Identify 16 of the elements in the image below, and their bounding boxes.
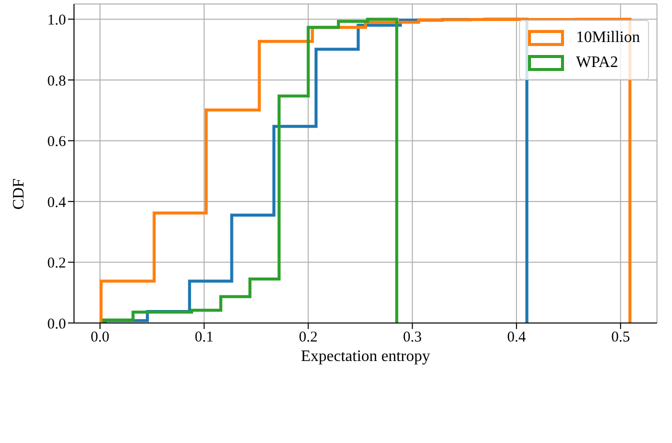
y-tick-label: 0.8 [47,73,66,90]
y-axis-title: CDF [10,178,29,210]
legend-label: 10Million [576,28,640,46]
x-tick-label: 0.5 [611,330,630,346]
y-tick-label: 0.6 [47,134,66,150]
y-tick-label: 1.0 [47,12,66,29]
y-tick-label: 0.0 [47,316,66,332]
y-tick-label: 0.4 [47,194,66,211]
x-tick-label: 0.2 [298,330,318,346]
x-tick-label: 0.4 [507,330,526,346]
y-tick-label: 0.2 [47,256,66,272]
legend-label: WPA2 [576,54,618,72]
x-tick-label: 0.3 [402,330,422,346]
x-tick-label: 0.0 [90,330,110,346]
x-axis-title: Expectation entropy [300,348,430,365]
x-tick-label: 0.1 [194,330,214,346]
